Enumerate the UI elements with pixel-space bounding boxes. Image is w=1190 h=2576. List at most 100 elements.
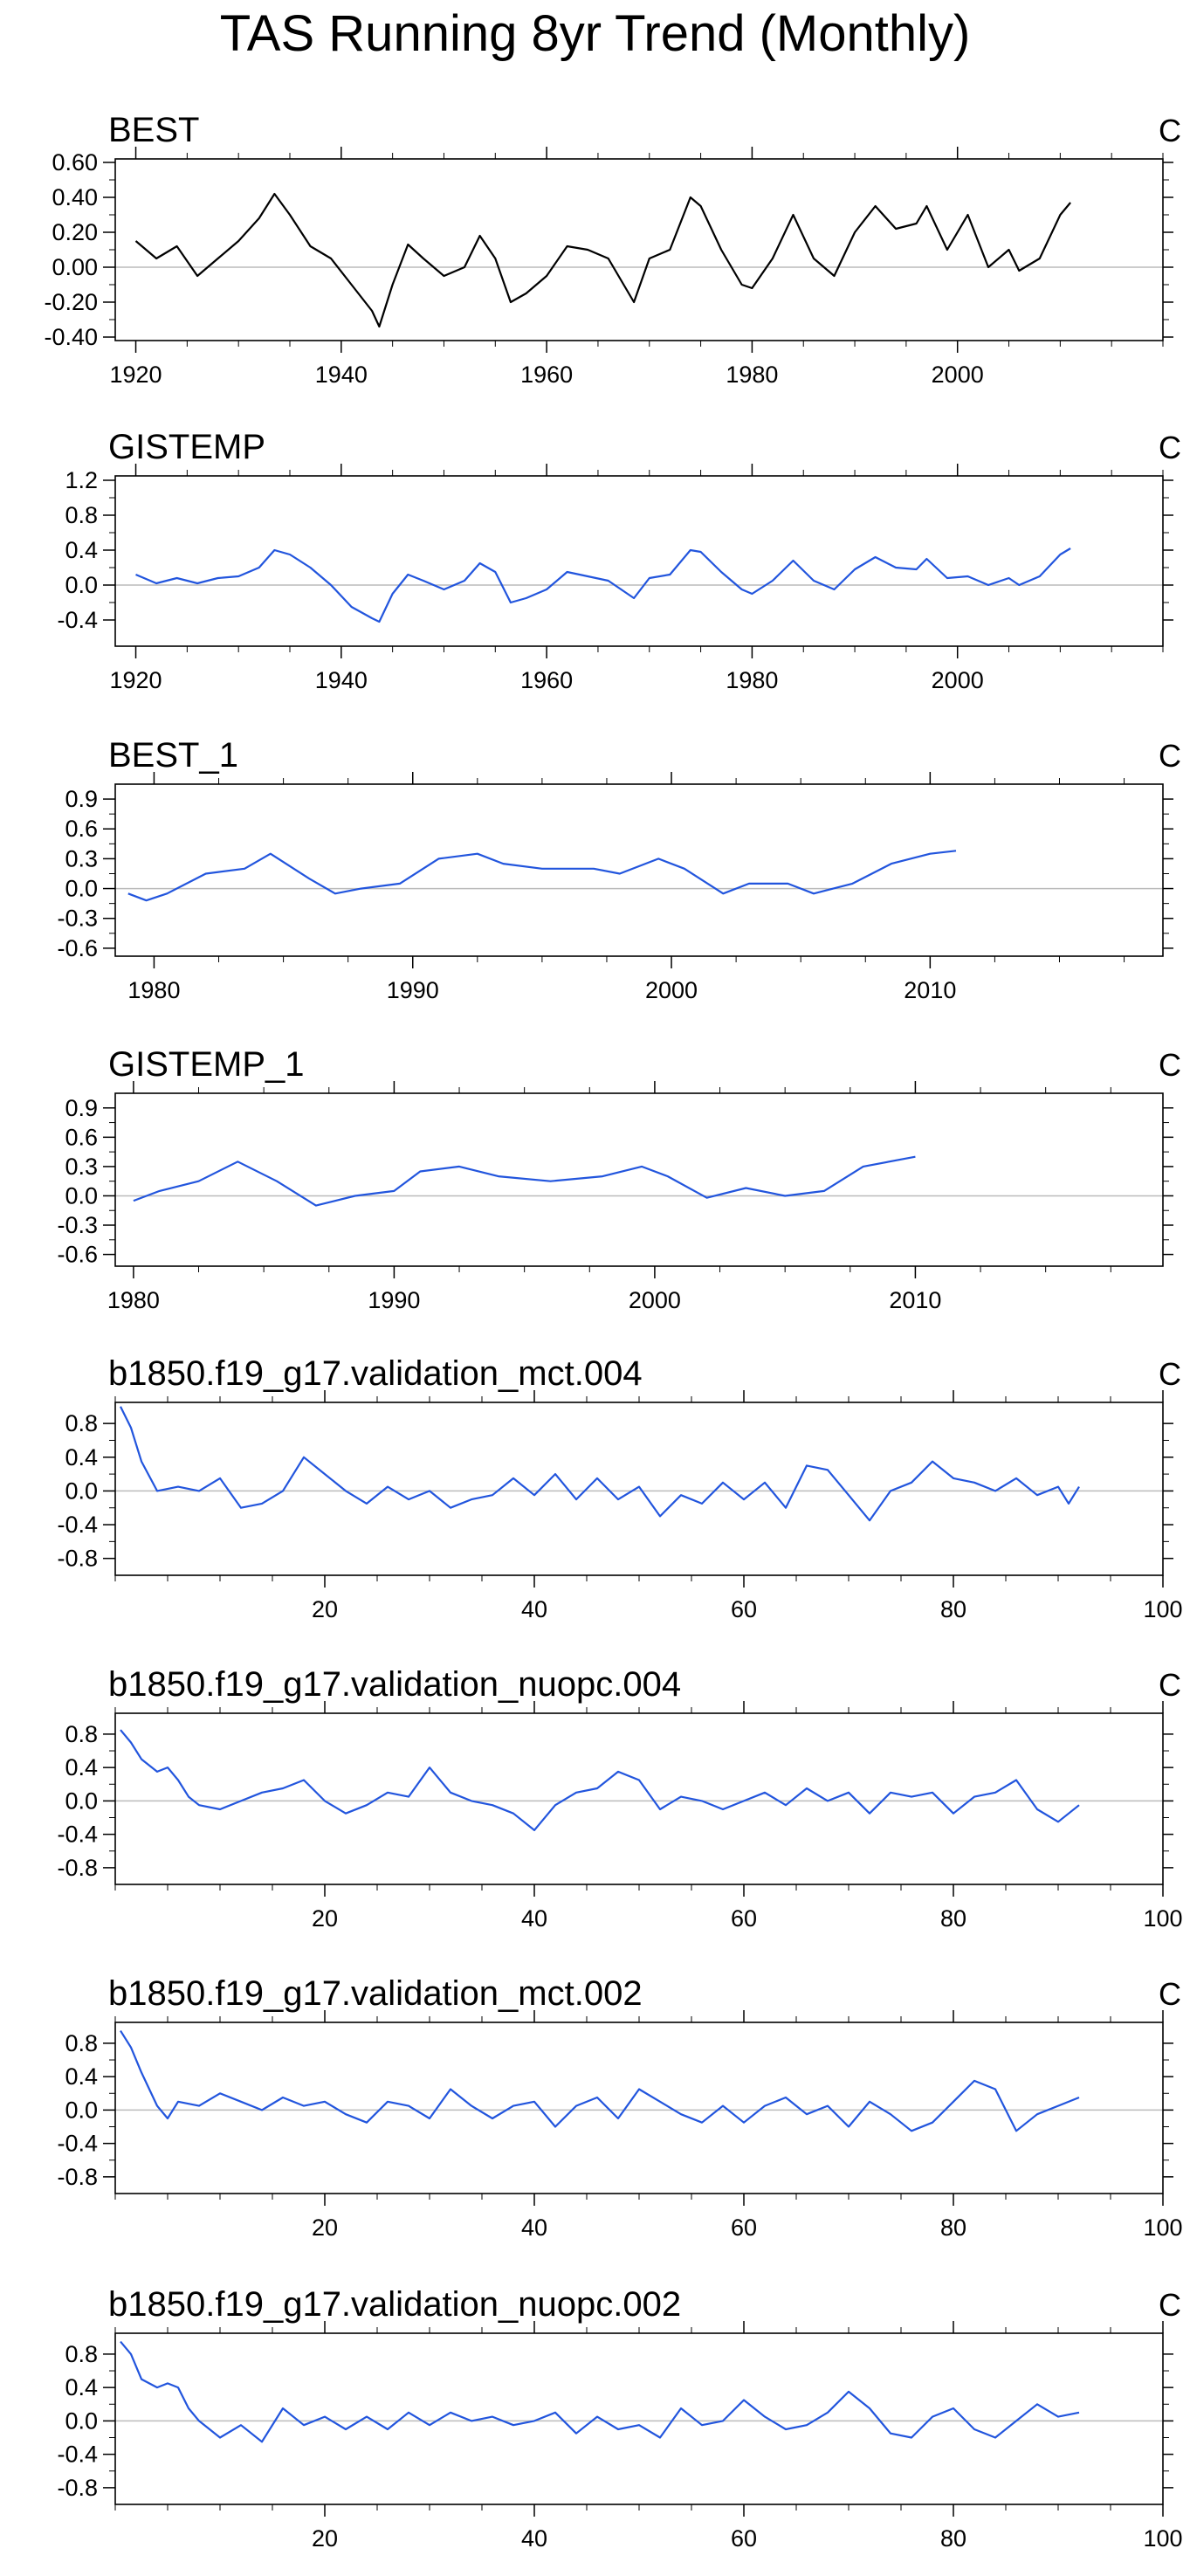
panel-title: b1850.f19_g17.validation_mct.004 <box>108 1354 643 1393</box>
x-tick-label: 80 <box>940 2525 966 2552</box>
x-tick-label: 60 <box>731 1905 757 1932</box>
x-tick-label: 20 <box>312 2214 338 2241</box>
panel-title: b1850.f19_g17.validation_mct.002 <box>108 1974 643 2013</box>
x-tick-label: 80 <box>940 1905 966 1932</box>
plot-frame <box>114 783 1164 957</box>
y-tick-label: 0.0 <box>65 1787 98 1814</box>
panel-4: GISTEMP_1 C -0.6 -0.3 0.00.3 0.6 0.9 1980 1990 20… <box>57 1045 1181 1313</box>
x-tick-label: 1940 <box>315 362 368 388</box>
x-tick-label: 20 <box>312 1596 338 1622</box>
x-tick-label: 2000 <box>629 1287 681 1313</box>
series-line <box>120 1406 1080 1522</box>
x-tick-label: 1940 <box>315 667 368 693</box>
y-tick-label: 0.00 <box>52 254 98 280</box>
x-tick-label: 40 <box>521 2214 547 2241</box>
y-tick-label: -0.8 <box>57 1855 98 1881</box>
panel-title: b1850.f19_g17.validation_nuopc.002 <box>108 2285 681 2324</box>
panel-7: b1850.f19_g17.validation_mct.002 C -0.8 -0.… <box>57 1974 1182 2241</box>
x-tick-label: 100 <box>1143 1905 1182 1932</box>
y-tick-label: 0.40 <box>52 184 98 210</box>
x-tick-label: 1990 <box>368 1287 420 1313</box>
y-tick-label: 0.8 <box>65 2030 98 2056</box>
panel-title: GISTEMP_1 <box>108 1045 305 1084</box>
panel-2: GISTEMP C -0.4 0.0 0.4 0.8 1.2 1920 1940 1960 1980… <box>57 428 1181 693</box>
plot-frame <box>114 1712 1164 1885</box>
x-tick-label: 1980 <box>127 977 180 1003</box>
plot-frame <box>114 475 1164 647</box>
y-tick-label: -0.4 <box>57 1512 98 1538</box>
series-line <box>134 192 1071 328</box>
panel-unit: C <box>1159 738 1181 774</box>
y-tick-label: 0.8 <box>65 1721 98 1747</box>
x-tick-label: 100 <box>1143 1596 1182 1622</box>
x-tick-label: 40 <box>521 1596 547 1622</box>
series-line <box>120 1729 1080 1831</box>
y-tick-label: 0.4 <box>65 2374 98 2400</box>
x-tick-label: 60 <box>731 1596 757 1622</box>
y-tick-label: -0.3 <box>57 1212 98 1238</box>
figure-title: TAS Running 8yr Trend (Monthly) <box>219 5 971 62</box>
y-tick-label: -0.20 <box>44 289 98 315</box>
y-tick-label: 1.2 <box>65 467 98 493</box>
y-tick-label: 0.0 <box>65 876 98 902</box>
panel-3: BEST_1 C -0.6 -0.3 0.0 0.3 0.6 0.9 1980 1990 2000 2… <box>57 736 1181 1003</box>
y-tick-label: 0.3 <box>65 845 98 871</box>
y-tick-label: 0.8 <box>65 1410 98 1436</box>
y-tick-label: 0.6 <box>65 816 98 842</box>
plot-frame <box>114 158 1164 341</box>
y-tick-label: 0.60 <box>52 149 98 176</box>
plot-frame <box>114 1402 1164 1576</box>
x-tick-label: 1980 <box>107 1287 160 1313</box>
y-tick-label: 0.8 <box>65 502 98 528</box>
panel-title: BEST_1 <box>108 736 238 775</box>
series-line <box>127 850 957 902</box>
y-tick-label: 0.6 <box>65 1124 98 1150</box>
x-tick-label: 1960 <box>520 362 573 388</box>
panel-unit: C <box>1159 113 1181 148</box>
panel-title: GISTEMP <box>108 428 265 466</box>
x-tick-label: 1920 <box>109 362 162 388</box>
y-tick-label: 0.0 <box>65 2407 98 2434</box>
panel-unit: C <box>1159 1667 1181 1703</box>
y-tick-label: -0.4 <box>57 2131 98 2157</box>
x-tick-label: 2010 <box>904 977 956 1003</box>
y-tick-label: 0.20 <box>52 219 98 245</box>
y-tick-label: 0.8 <box>65 2341 98 2367</box>
panel-title: b1850.f19_g17.validation_nuopc.004 <box>108 1665 681 1704</box>
y-tick-label: 0.0 <box>65 572 98 598</box>
y-tick-label: -0.4 <box>57 2442 98 2468</box>
panel-unit: C <box>1159 1356 1181 1392</box>
x-tick-label: 2000 <box>932 667 984 693</box>
series-line <box>120 2030 1080 2132</box>
panel-unit: C <box>1159 1047 1181 1083</box>
x-tick-label: 60 <box>731 2214 757 2241</box>
y-tick-label: -0.6 <box>57 935 98 961</box>
x-tick-label: 1960 <box>520 667 573 693</box>
x-tick-label: 2000 <box>645 977 698 1003</box>
x-tick-label: 1920 <box>109 667 162 693</box>
y-tick-label: -0.8 <box>57 2475 98 2501</box>
series-line <box>133 1155 916 1207</box>
series-line <box>135 548 1071 623</box>
x-tick-label: 100 <box>1143 2525 1182 2552</box>
x-tick-label: 20 <box>312 2525 338 2552</box>
panel-unit: C <box>1159 2287 1181 2323</box>
panel-6: b1850.f19_g17.validation_nuopc.004 C -0.8 -… <box>57 1665 1182 1932</box>
x-tick-label: 2010 <box>889 1287 941 1313</box>
panel-unit: C <box>1159 1976 1181 2012</box>
y-tick-label: 0.9 <box>65 786 98 812</box>
y-tick-label: -0.40 <box>44 324 98 350</box>
x-tick-label: 40 <box>521 1905 547 1932</box>
y-tick-label: 0.0 <box>65 1182 98 1209</box>
x-tick-label: 2000 <box>932 362 984 388</box>
y-tick-label: -0.8 <box>57 1546 98 1572</box>
x-tick-label: 80 <box>940 2214 966 2241</box>
y-tick-label: 0.4 <box>65 1444 98 1471</box>
x-tick-label: 80 <box>940 1596 966 1622</box>
panel-5: b1850.f19_g17.validation_mct.004 C -0.8 -0.… <box>57 1354 1182 1622</box>
x-tick-label: 1990 <box>387 977 439 1003</box>
x-tick-label: 1980 <box>726 667 778 693</box>
plot-frame <box>114 2022 1164 2194</box>
x-tick-label: 1980 <box>726 362 778 388</box>
